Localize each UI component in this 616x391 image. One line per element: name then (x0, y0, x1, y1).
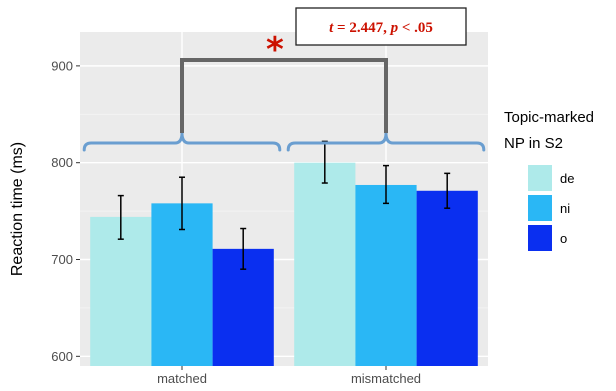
bar-ni-mismatched (355, 184, 417, 366)
y-tick-label: 600 (51, 349, 73, 364)
bar-de-mismatched (294, 162, 356, 366)
y-axis-ticks: 600 700 800 900 (51, 58, 80, 364)
bar-o-mismatched (416, 190, 478, 366)
y-tick-label: 800 (51, 155, 73, 170)
legend-swatch-de (528, 165, 552, 191)
legend-swatch-o (528, 225, 552, 251)
legend: Topic-marked NP in S2 de ni o (504, 109, 594, 251)
bar-de-matched (90, 216, 152, 366)
stat-symbol: t (329, 20, 334, 36)
y-axis-title: Reaction time (ms) (9, 142, 26, 276)
legend-title: NP in S2 (504, 135, 563, 152)
legend-label: de (560, 171, 574, 186)
x-axis-ticks: matched mismatched (157, 366, 421, 386)
stat-value: = 2.447, (333, 20, 390, 36)
stat-symbol: p (389, 20, 399, 36)
legend-label: o (560, 231, 567, 246)
significance-annotation: * t = 2.447, p < .05 (82, 7, 486, 152)
x-tick-label: mismatched (351, 371, 421, 386)
stat-text: t = 2.447, p < .05 (329, 20, 433, 36)
error-bars (117, 140, 451, 270)
stat-value: < .05 (398, 20, 433, 36)
y-tick-label: 700 (51, 252, 73, 267)
stat-box (295, 7, 467, 46)
legend-swatch-ni (528, 195, 552, 221)
legend-title: Topic-marked (504, 109, 594, 126)
bar-ni-matched (151, 203, 213, 366)
legend-label: ni (560, 201, 570, 216)
significance-star: * (266, 30, 284, 70)
y-tick-label: 900 (51, 58, 73, 73)
bars (90, 162, 478, 366)
x-tick-label: matched (157, 371, 207, 386)
comparison-connector (180, 58, 388, 133)
